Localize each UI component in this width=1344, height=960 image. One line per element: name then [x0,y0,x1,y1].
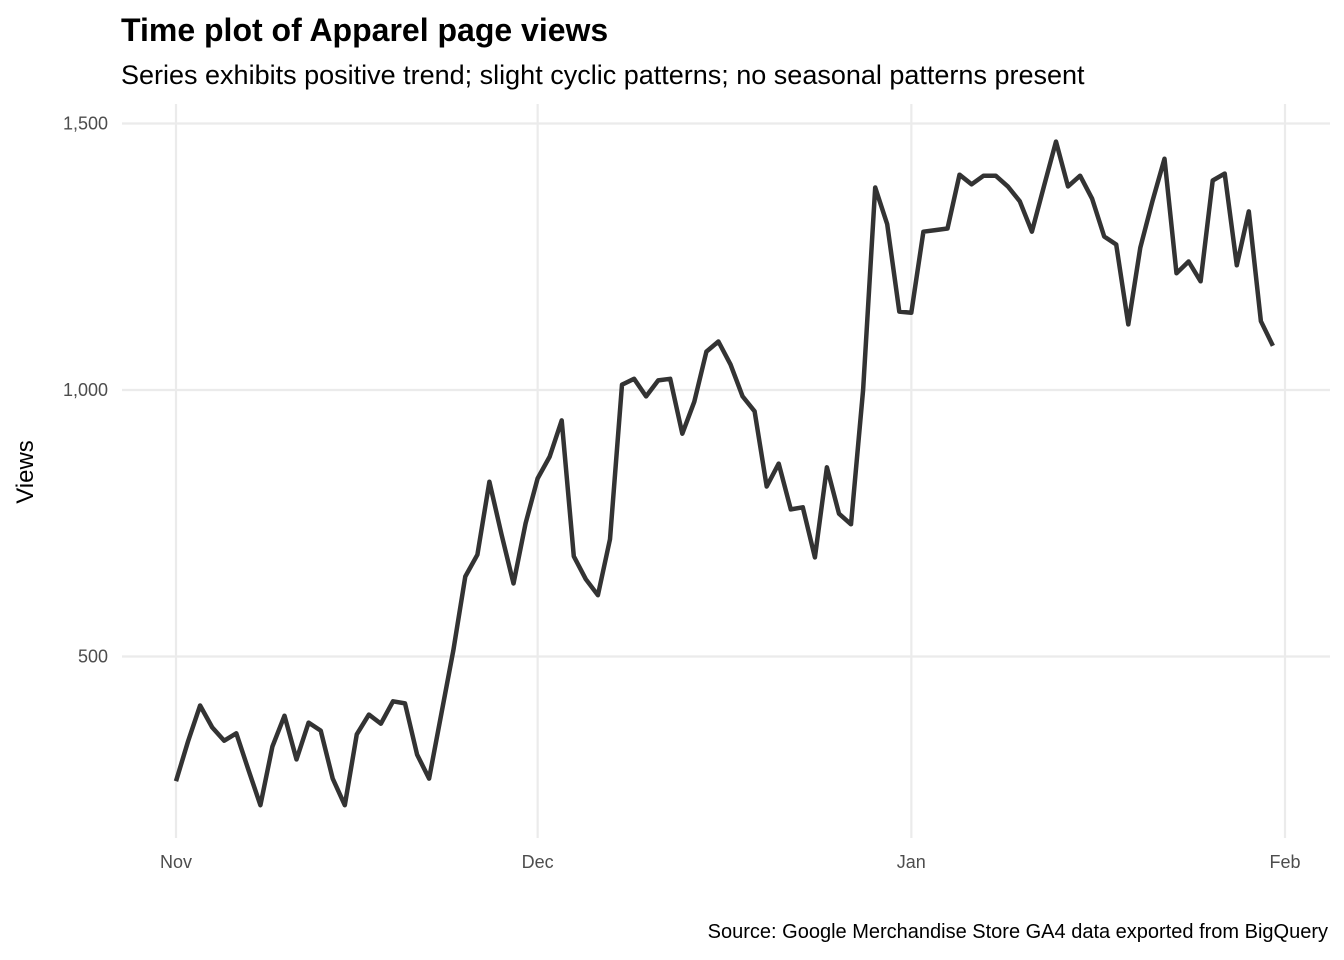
chart-subtitle: Series exhibits positive trend; slight c… [121,60,1085,90]
x-tick-label: Jan [897,852,926,872]
x-tick-label: Nov [160,852,192,872]
y-axis-title: Views [12,440,39,504]
chart-title: Time plot of Apparel page views [121,12,609,48]
x-tick-label: Feb [1269,852,1300,872]
y-tick-label: 1,500 [63,114,108,134]
series-line-views [173,139,1275,808]
x-tick-label: Dec [522,852,554,872]
y-tick-label: 1,000 [63,380,108,400]
y-tick-label: 500 [78,647,108,667]
chart-caption: Source: Google Merchandise Store GA4 dat… [707,921,1328,943]
